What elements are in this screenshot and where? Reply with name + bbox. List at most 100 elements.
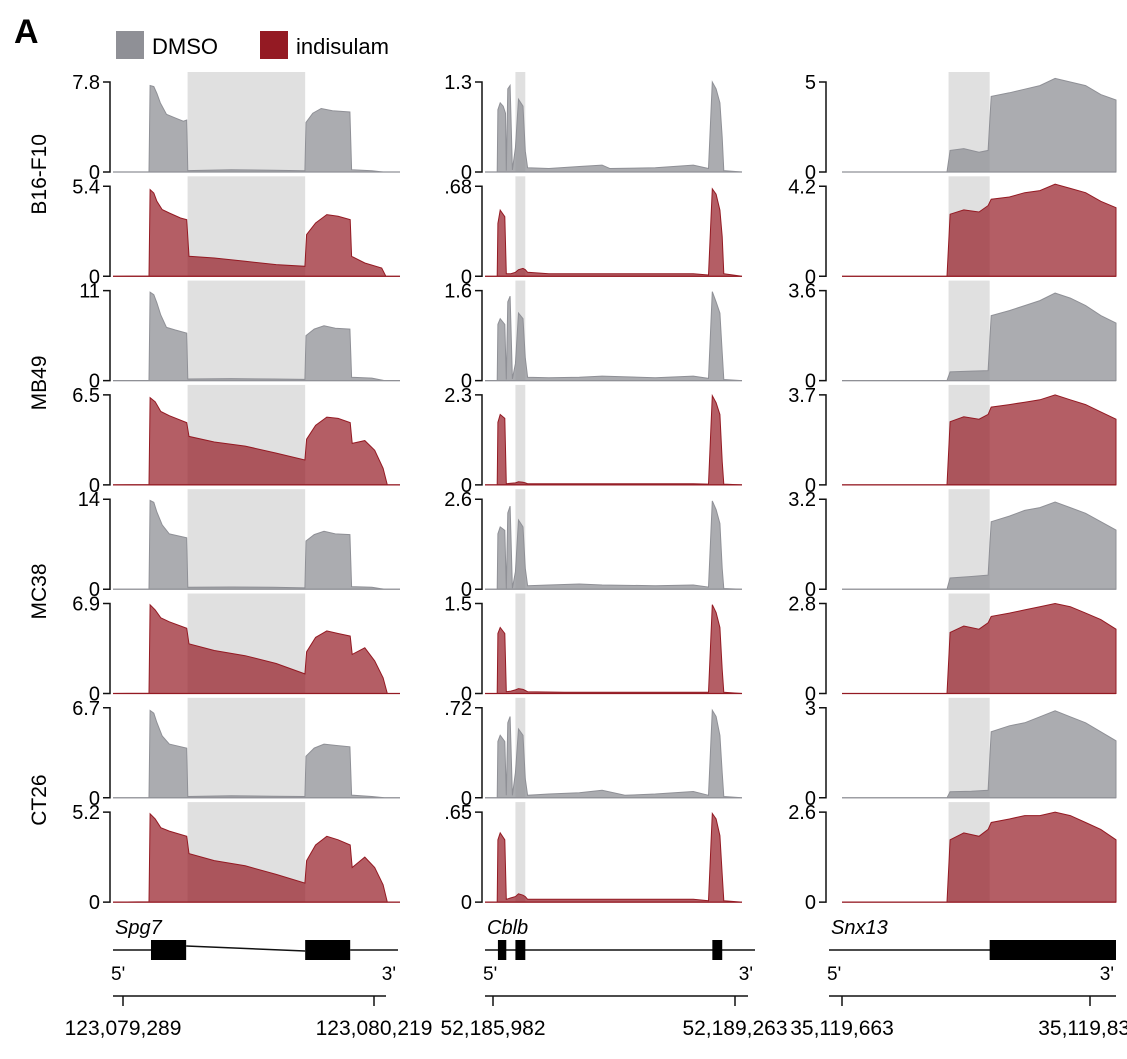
y-zero-label: 0 (805, 475, 816, 497)
legend-label-indisulam: indisulam (296, 34, 389, 59)
legend-label-dmso: DMSO (152, 34, 218, 59)
y-axis (475, 602, 483, 695)
three-prime-label: 3' (739, 964, 753, 985)
y-max-label: 6.7 (72, 698, 100, 720)
y-axis (819, 81, 827, 173)
track-cblb-b16-f10-dmso: 1.30 (444, 72, 743, 184)
highlight-band (187, 72, 306, 172)
y-zero-label: 0 (461, 371, 472, 393)
coordinate-axis-snx13: 35,119,663 35,119,835 (790, 995, 1127, 1040)
track-snx13-mc38-dmso: 3.20 (788, 489, 1117, 601)
highlight-band (515, 802, 526, 903)
track-spg7-mb49-dmso: 11 0 (79, 280, 400, 393)
gene-model-cblb: Cblb 5' 3' (483, 917, 755, 985)
highlight-band (515, 384, 526, 485)
track-spg7-ct26-indisulam: 5.20 (72, 802, 400, 914)
y-axis (819, 811, 827, 903)
coverage-area-spg7-mb49-dmso (113, 291, 400, 382)
y-axis (103, 394, 111, 486)
track-spg7-mc38-dmso: 14 0 (78, 489, 400, 601)
coverage-area-cblb-ct26-indisulam (485, 811, 743, 903)
y-axis (819, 498, 827, 590)
highlight-band (187, 697, 306, 798)
y-axis (475, 185, 483, 278)
y-zero-label: 0 (805, 162, 816, 184)
y-axis (819, 185, 827, 278)
y-zero-label: 0 (89, 684, 100, 706)
exon-3 (712, 940, 723, 960)
track-snx13-ct26-dmso: 30 (805, 697, 1117, 810)
coverage-area-snx13-mc38-indisulam (842, 602, 1117, 694)
coverage-area-cblb-mc38-dmso (485, 500, 743, 590)
highlight-band (948, 697, 990, 798)
legend-swatch-indisulam (260, 31, 288, 59)
y-max-label: 14 (78, 489, 100, 511)
track-cblb-mc38-indisulam: 1.50 (444, 593, 743, 706)
coverage-area-snx13-ct26-dmso (842, 710, 1117, 799)
row-label-mc38: MC38 (28, 563, 51, 619)
gene-model-snx13: Snx13 5' 3' (827, 917, 1116, 985)
y-axis (103, 185, 111, 278)
track-snx13-b16-f10-dmso: 50 (805, 72, 1117, 184)
y-axis (103, 811, 111, 903)
y-axis (819, 394, 827, 486)
coverage-area-spg7-ct26-dmso (113, 709, 400, 799)
y-max-label: .72 (444, 698, 472, 720)
y-zero-label: 0 (461, 788, 472, 810)
row-label-b16-f10: B16-F10 (28, 134, 51, 215)
y-zero-label: 0 (805, 788, 816, 810)
y-axis (475, 498, 483, 590)
coverage-area-spg7-mb49-indisulam (112, 396, 400, 486)
coordinate-label-end: 52,189,263 (682, 1017, 787, 1040)
coverage-area-snx13-mb49-dmso (842, 292, 1117, 382)
exon-1 (497, 940, 507, 960)
coverage-area-cblb-b16-f10-dmso (485, 80, 743, 173)
highlight-band (948, 280, 990, 381)
track-snx13-b16-f10-indisulam: 4.20 (788, 176, 1117, 288)
coverage-area-cblb-mb49-indisulam (485, 393, 743, 486)
three-prime-label: 3' (382, 964, 396, 985)
y-max-label: 2.3 (444, 385, 472, 407)
coverage-area-snx13-mc38-dmso (842, 501, 1117, 590)
coverage-area-snx13-b16-f10-dmso (842, 77, 1117, 173)
track-cblb-b16-f10-indisulam: .68 0 (444, 176, 743, 288)
coordinate-label-end: 123,080,219 (316, 1017, 433, 1040)
y-max-label: 3 (805, 698, 816, 720)
y-max-label: 6.5 (72, 385, 100, 407)
track-snx13-mb49-dmso: 3.60 (788, 280, 1117, 393)
y-zero-label: 0 (805, 892, 816, 914)
y-zero-label: 0 (461, 475, 472, 497)
track-snx13-mb49-indisulam: 3.70 (788, 384, 1117, 497)
gene-name: Cblb (487, 917, 528, 939)
y-axis (103, 707, 111, 799)
y-zero-label: 0 (89, 579, 100, 601)
y-max-label: 5.2 (72, 802, 100, 824)
y-axis (103, 81, 111, 173)
coverage-area-snx13-ct26-indisulam (842, 811, 1117, 903)
y-zero-label: 0 (805, 266, 816, 288)
coverage-area-spg7-b16-f10-indisulam (112, 188, 400, 277)
track-cblb-ct26-indisulam: .65 0 (444, 802, 743, 914)
track-spg7-ct26-dmso: 6.70 (72, 697, 400, 810)
intron-line (186, 945, 306, 952)
row-labels: B16-F10 MB49 MC38 CT26 (28, 134, 51, 826)
y-axis (475, 289, 483, 382)
coverage-area-cblb-b16-f10-indisulam (485, 187, 743, 277)
exon-2 (515, 940, 526, 960)
highlight-band (515, 176, 526, 277)
coverage-area-cblb-mc38-indisulam (485, 604, 743, 694)
exon-2 (305, 940, 351, 960)
y-max-label: 5 (805, 72, 816, 94)
y-max-label: .65 (444, 802, 472, 824)
y-zero-label: 0 (805, 684, 816, 706)
five-prime-label: 5' (111, 964, 125, 985)
highlight-band (948, 489, 990, 590)
y-max-label: 2.8 (788, 594, 816, 616)
track-cblb-mb49-dmso: 1.60 (444, 280, 743, 393)
gene-model-spg7: Spg7 5' 3' (111, 917, 398, 985)
y-axis (103, 498, 111, 590)
y-zero-label: 0 (461, 162, 472, 184)
